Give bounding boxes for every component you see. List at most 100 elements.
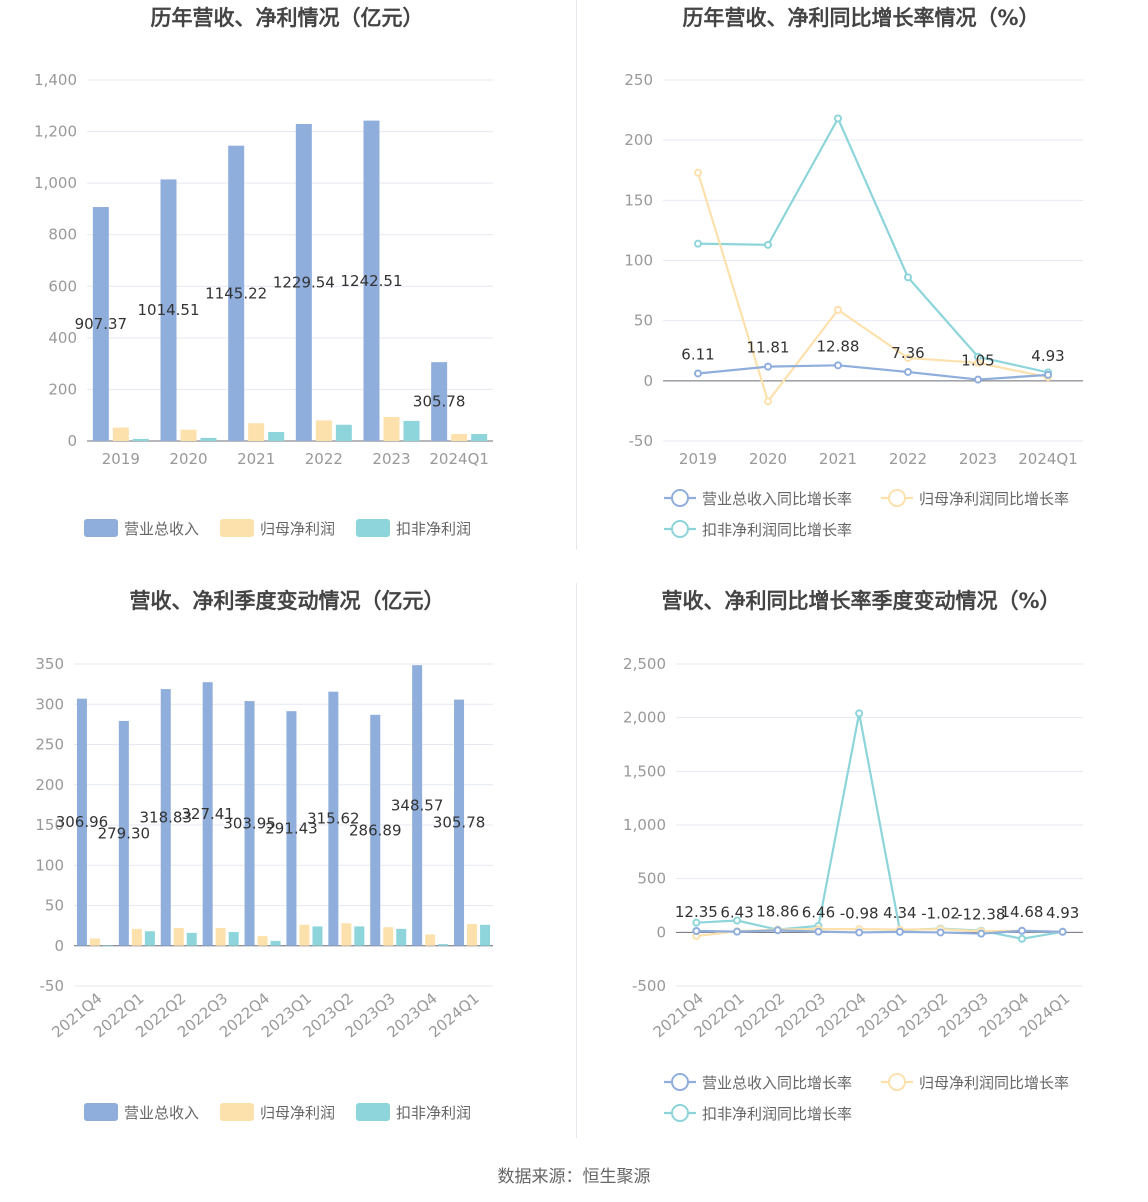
data-point (855, 709, 864, 718)
chart-annual-amount: 0 200 400 600 800 1,000 1,200 1,400 2019 2020 2021… (34, 71, 493, 538)
data-label: 327.41 (181, 805, 234, 823)
panel-annual-growth: 历年营收、净利同比增长率情况（%） -50 0 50 100 150 200 250 2019… (574, 0, 1148, 575)
bar (451, 434, 468, 441)
legend-label: 营业总收入同比增长率 (702, 490, 852, 508)
series-line (696, 172, 1049, 404)
data-point (834, 114, 842, 123)
y-tick-label: 50 (45, 897, 64, 915)
bar (403, 420, 420, 441)
y-tick-label: 300 (35, 695, 64, 713)
data-label: -12.38 (957, 906, 1005, 924)
bar (299, 924, 310, 946)
bar (471, 434, 488, 441)
bar (480, 924, 491, 946)
x-tick-label: 2024Q1 (1018, 450, 1078, 468)
x-tick-label: 2022 (889, 450, 927, 468)
data-label: 1014.51 (137, 301, 199, 319)
bar (295, 123, 312, 441)
legend-label: 归母净利润同比增长率 (919, 490, 1069, 508)
data-label: 907.37 (75, 315, 128, 333)
x-tick-label: 2021 (819, 450, 857, 468)
legend-marker (888, 1073, 906, 1091)
bar (160, 689, 171, 946)
data-label: 1229.54 (273, 273, 335, 291)
data-label: 279.30 (98, 824, 151, 842)
data-label: 291.43 (265, 819, 318, 837)
bar (202, 682, 213, 946)
bar (286, 711, 297, 946)
data-label: 7.36 (891, 344, 924, 362)
y-tick-label: 1,400 (34, 71, 77, 89)
legend-label: 归母净利润 (260, 520, 335, 538)
data-label: 306.96 (56, 813, 109, 831)
x-tick-label: 2020 (749, 450, 787, 468)
data-point (855, 928, 864, 937)
y-tick-label: 250 (35, 736, 64, 754)
y-tick-label: 0 (643, 372, 653, 390)
data-point (692, 927, 701, 936)
data-label: 1.05 (961, 352, 994, 370)
bar (215, 928, 226, 946)
bar (363, 120, 380, 441)
data-source: 数据来源：恒生聚源 (497, 1167, 651, 1187)
data-point (1044, 370, 1052, 379)
data-point (904, 367, 912, 376)
data-point (694, 369, 702, 378)
y-tick-label: -50 (40, 977, 65, 995)
data-label: 11.81 (747, 339, 790, 357)
series-line (697, 116, 1049, 374)
data-point (974, 375, 982, 384)
data-label: 18.86 (756, 902, 799, 920)
bar (257, 936, 268, 946)
bar (186, 932, 197, 946)
legend-swatch (356, 519, 390, 537)
bar (383, 927, 394, 946)
bar (341, 923, 352, 946)
data-point (764, 397, 772, 406)
bar (467, 924, 478, 946)
y-tick-label: 0 (656, 923, 666, 941)
bar (412, 665, 423, 946)
data-point (895, 927, 904, 936)
data-label: 12.88 (817, 337, 860, 355)
y-tick-label: -50 (629, 432, 654, 450)
divider-top (576, 0, 577, 550)
data-label: 14.68 (1000, 903, 1043, 921)
y-tick-label: 150 (35, 816, 64, 834)
bar (76, 698, 87, 946)
y-tick-label: 150 (624, 191, 653, 209)
y-tick-label: 350 (35, 655, 64, 673)
x-tick-label: 2022 (305, 450, 343, 468)
legend-marker (671, 1104, 689, 1122)
data-label: 4.34 (883, 904, 916, 922)
legend-swatch (84, 1103, 118, 1121)
x-tick-label: 2021 (237, 450, 275, 468)
chart-title: 历年营收、净利情况（亿元） (150, 6, 424, 30)
y-tick-label: 200 (624, 131, 653, 149)
data-point (773, 926, 782, 935)
bar (425, 934, 436, 946)
legend-marker (888, 489, 906, 507)
legend-marker (671, 520, 689, 538)
legend-label: 归母净利润同比增长率 (919, 1074, 1069, 1092)
bar (131, 928, 142, 946)
data-point (904, 273, 912, 282)
x-tick-label: 2023 (372, 450, 410, 468)
data-point (974, 358, 982, 367)
legend-marker (671, 1073, 689, 1091)
data-label: -0.98 (840, 904, 879, 922)
legend-swatch (356, 1103, 390, 1121)
legend-swatch (220, 1103, 254, 1121)
bar (335, 424, 352, 441)
data-label: 303.95 (223, 814, 276, 832)
y-tick-label: 200 (48, 380, 77, 398)
data-point (1017, 934, 1026, 943)
y-tick-label: 250 (624, 71, 653, 89)
legend-label: 扣非净利润 (396, 520, 471, 538)
bar (454, 699, 465, 946)
bar (248, 423, 265, 441)
y-tick-label: 0 (67, 432, 77, 450)
data-label: 4.93 (1031, 347, 1064, 365)
bar (92, 207, 109, 441)
data-point (977, 929, 986, 938)
